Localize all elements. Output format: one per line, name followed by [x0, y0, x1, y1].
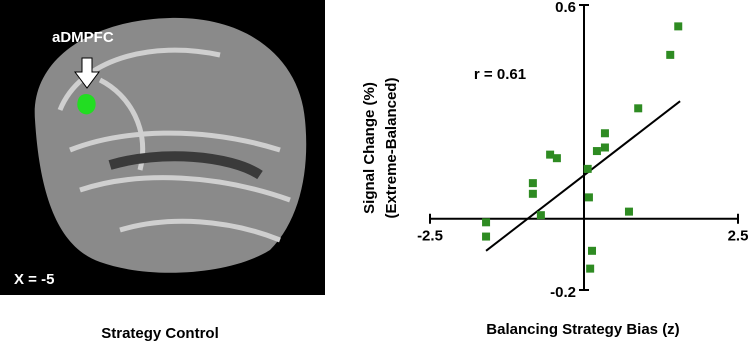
point: [585, 193, 593, 201]
y-axis-label: Signal Change (%): [361, 82, 378, 214]
point: [586, 265, 594, 273]
annotation: r = 0.61: [474, 66, 526, 83]
activation-blob: [77, 94, 95, 114]
point: [625, 208, 633, 216]
point: [666, 51, 674, 59]
brain-panel: aDMPFC X = -5: [0, 0, 325, 295]
figure: aDMPFC X = -5 Strategy Control r = 0.61 …: [0, 0, 753, 345]
point: [601, 129, 609, 137]
point: [537, 211, 545, 219]
x-axis-label: Balancing Strategy Bias (z): [486, 321, 679, 338]
y-tick-label: -0.2: [550, 284, 576, 301]
y-tick-label: 0.6: [555, 0, 576, 16]
point: [674, 22, 682, 30]
caption: Strategy Control: [101, 325, 219, 342]
x-tick-label: 2.5: [728, 228, 749, 245]
point: [553, 154, 561, 162]
y-axis-label: (Extreme-Balanced): [383, 78, 400, 219]
point: [529, 190, 537, 198]
region-label: aDMPFC: [52, 29, 114, 46]
point: [529, 179, 537, 187]
point: [482, 233, 490, 241]
page: {"image_panel": {"region_label": "aDMPFC…: [0, 0, 753, 345]
x-tick-label: -2.5: [417, 228, 443, 245]
point: [634, 104, 642, 112]
point: [601, 144, 609, 152]
point: [593, 147, 601, 155]
point: [584, 165, 592, 173]
point: [482, 218, 490, 226]
slice-label: X = -5: [14, 271, 54, 288]
point: [588, 247, 596, 255]
